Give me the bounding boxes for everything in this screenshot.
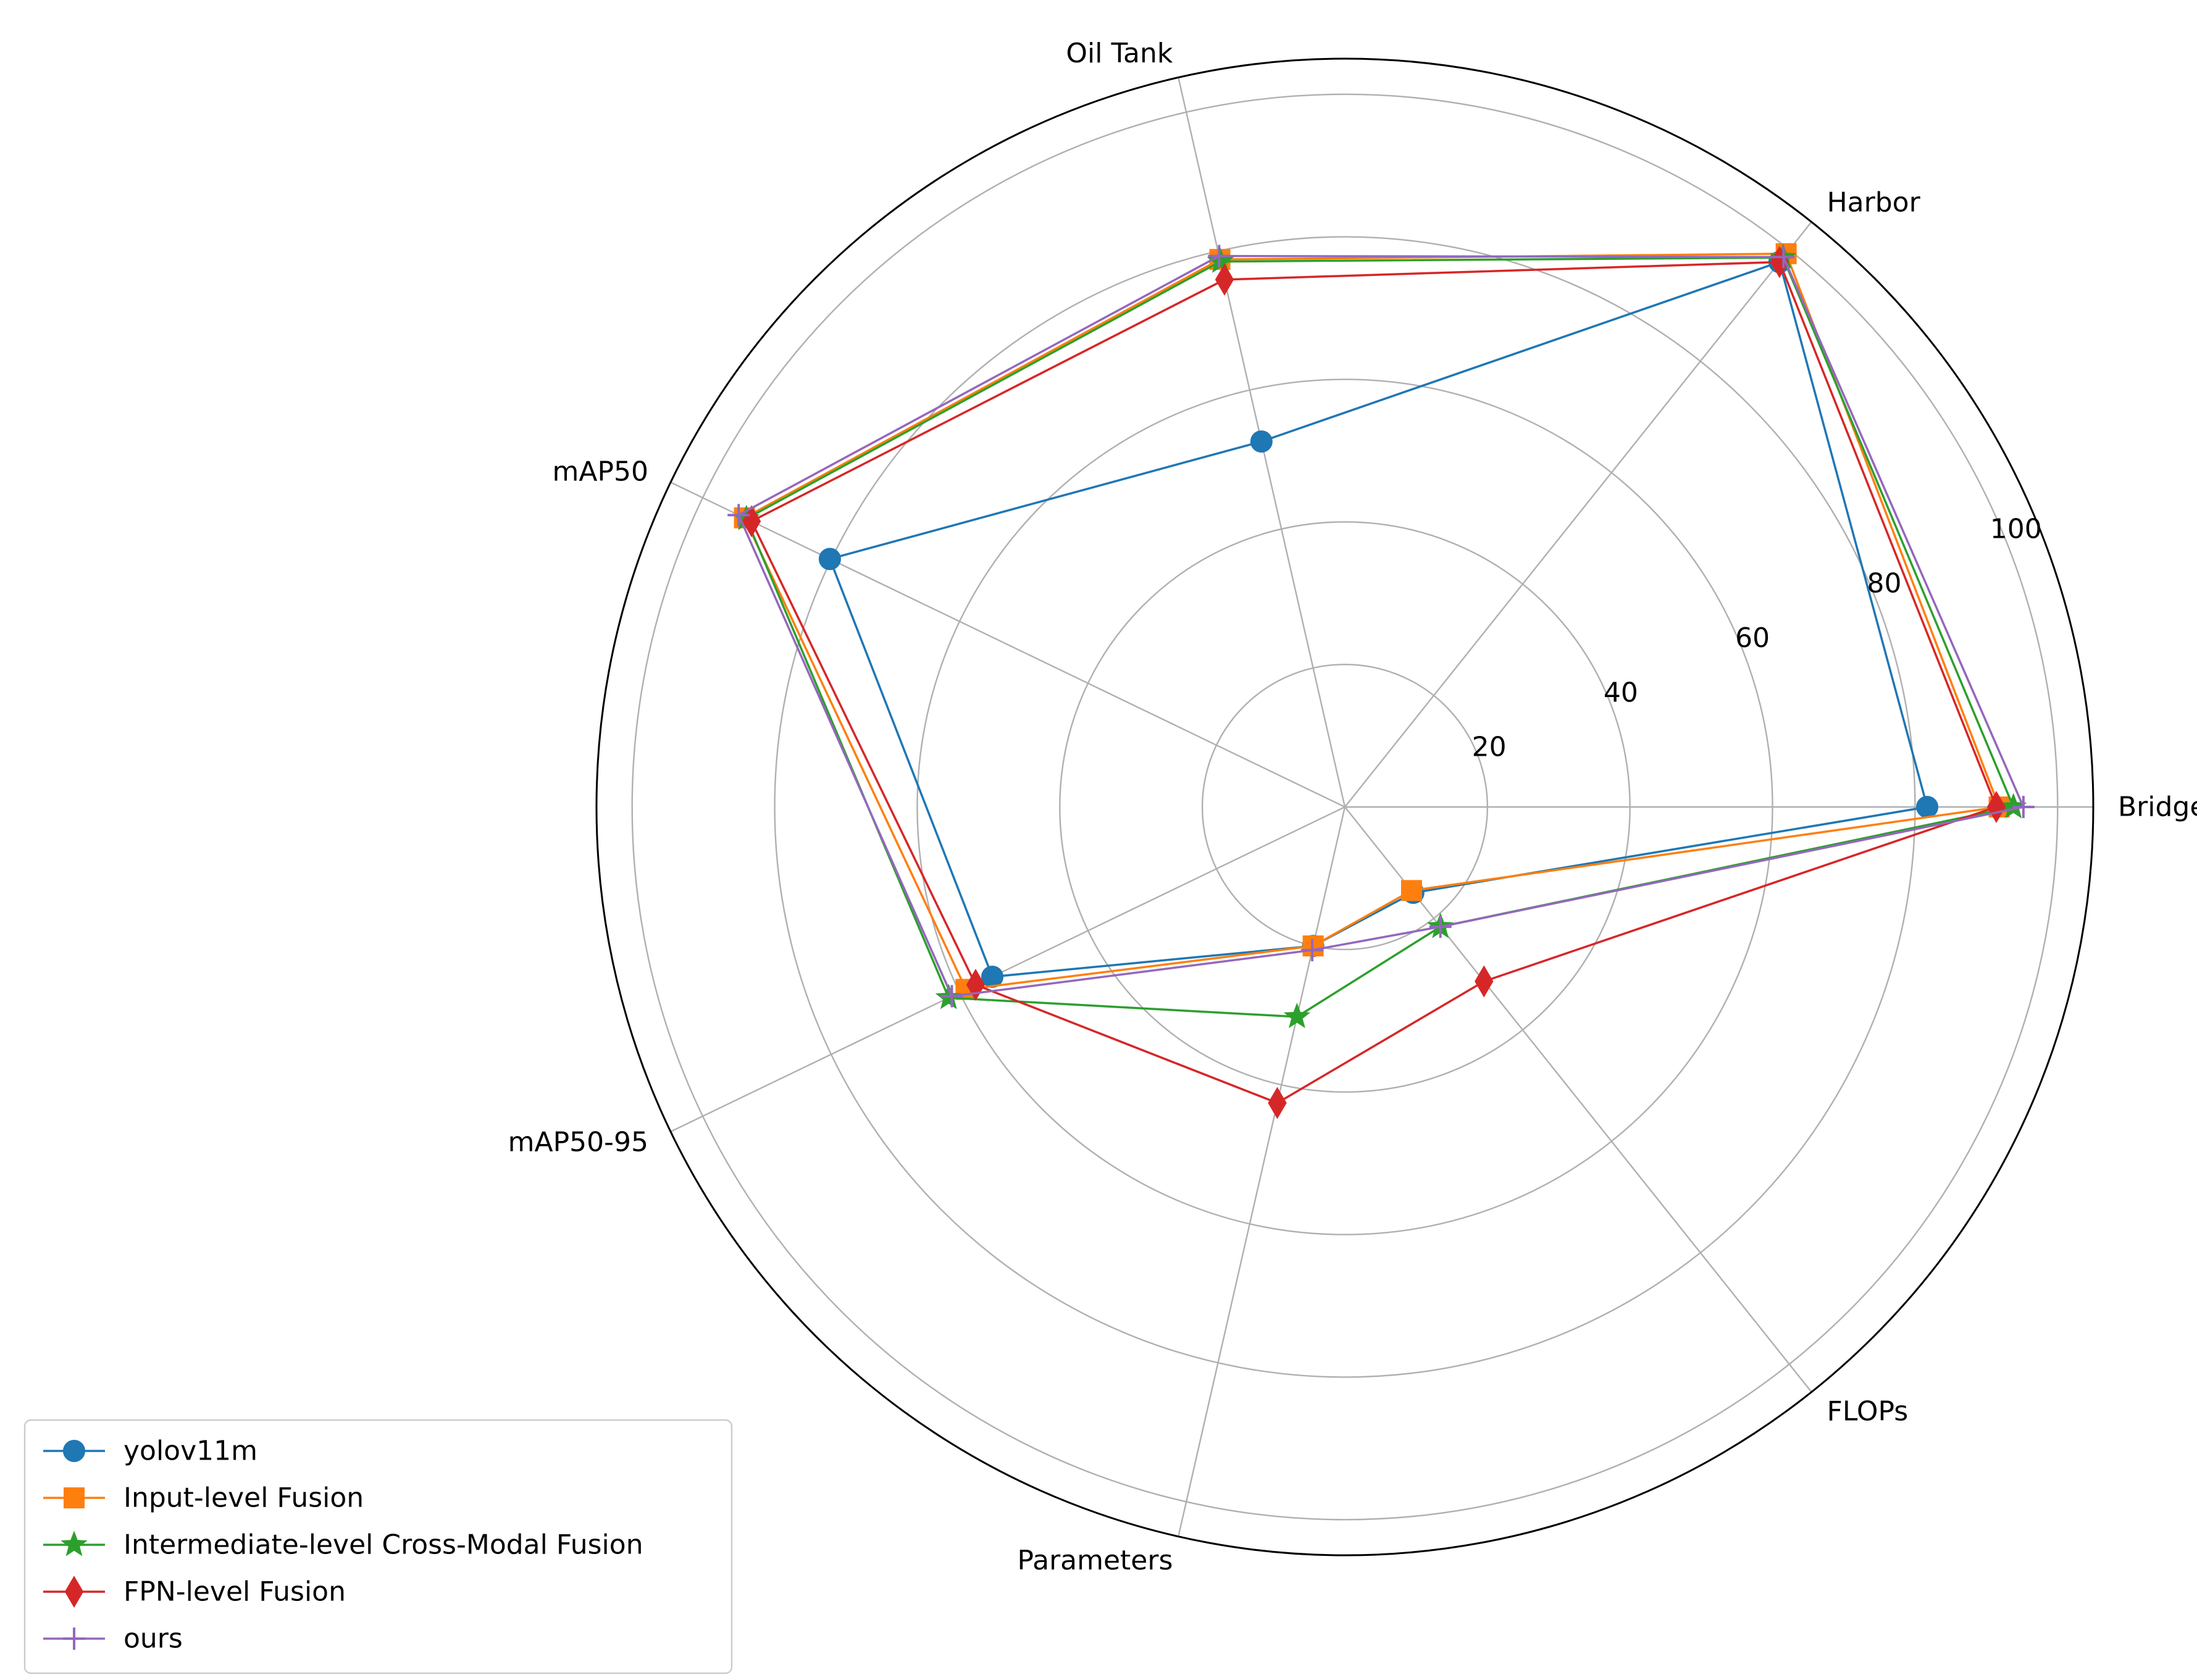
data-point [1215, 263, 1234, 296]
grid-spoke [670, 482, 1345, 808]
grid-spoke [670, 806, 1345, 1132]
legend-label: FPN-level Fusion [123, 1576, 346, 1608]
series-4 [727, 244, 2035, 1008]
data-point [1475, 965, 1494, 998]
category-label: Oil Tank [1066, 38, 1173, 69]
legend-item: FPN-level Fusion [43, 1576, 346, 1608]
data-point [1208, 244, 1231, 267]
series-line [737, 254, 2025, 998]
legend-item: ours [43, 1623, 183, 1655]
category-label: mAP50-95 [508, 1127, 648, 1158]
radial-tick-label: 20 [1472, 732, 1507, 763]
data-point [2012, 796, 2035, 818]
data-point [1916, 796, 1939, 818]
series-line [743, 253, 2001, 991]
legend-item: Input-level Fusion [43, 1482, 364, 1514]
legend-label: Input-level Fusion [123, 1482, 364, 1514]
data-point [1250, 430, 1273, 453]
data-point [1283, 1003, 1311, 1029]
data-point [1207, 247, 1234, 274]
series-line [750, 261, 1998, 1105]
data-point [940, 985, 963, 1008]
data-point [1301, 938, 1324, 961]
data-point [1268, 1087, 1287, 1119]
label-layer: 20 40 60 80 100 Bridge Harbor Oil Tank mAP50 mAP5… [508, 38, 2197, 1576]
legend-marker [64, 1576, 84, 1608]
radial-tick-label: 60 [1735, 622, 1770, 654]
grid-spoke [1344, 806, 1812, 1393]
legend-label: Intermediate-level Cross-Modal Fusion [123, 1529, 643, 1561]
category-label: Bridge [2118, 792, 2197, 823]
legend-marker [61, 1531, 88, 1557]
legend-item: Intermediate-level Cross-Modal Fusion [43, 1529, 643, 1561]
grid-layer [595, 57, 2094, 1557]
data-point [981, 965, 1004, 988]
radial-tick-label: 80 [1867, 568, 1901, 600]
data-point [818, 548, 841, 570]
category-label: mAP50 [553, 456, 648, 487]
grid-spoke [1344, 221, 1812, 808]
legend-marker [63, 1628, 85, 1650]
series-line [829, 261, 1928, 978]
series-layer [727, 243, 2035, 1119]
category-label: Parameters [1018, 1545, 1173, 1576]
legend-item: yolov11m [43, 1436, 257, 1467]
legend-marker [64, 1487, 85, 1508]
legend-label: yolov11m [123, 1436, 257, 1467]
legend: yolov11m Input-level Fusion Intermediate-l… [23, 1419, 733, 1674]
grid-spoke [1178, 806, 1346, 1537]
radial-tick-label: 40 [1604, 677, 1638, 708]
legend-frame [23, 1419, 733, 1674]
series-3 [742, 246, 2006, 1119]
series-0 [818, 251, 1939, 988]
legend-marker [63, 1440, 85, 1462]
data-point [1772, 246, 1795, 269]
category-label: FLOPs [1827, 1395, 1909, 1427]
category-label: Harbor [1827, 187, 1921, 219]
data-point [1429, 916, 1452, 938]
data-point [727, 504, 750, 527]
data-point [1400, 880, 1422, 901]
polar-frame [595, 57, 2094, 1557]
legend-label: ours [123, 1623, 183, 1655]
radial-tick-label: 100 [1990, 513, 2042, 545]
